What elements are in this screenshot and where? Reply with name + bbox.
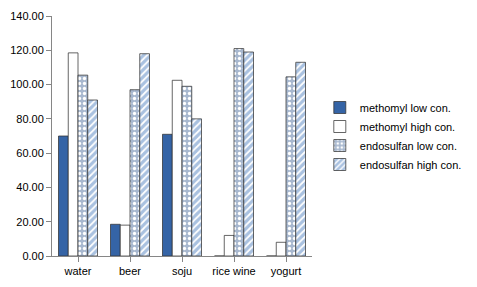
- svg-text:endosulfan high con.: endosulfan high con.: [360, 159, 462, 171]
- svg-text:120.00: 120.00: [10, 44, 44, 56]
- svg-text:rice wine: rice wine: [212, 265, 255, 277]
- svg-text:100.00: 100.00: [10, 78, 44, 90]
- svg-text:0.00: 0.00: [22, 250, 43, 262]
- svg-text:140.00: 140.00: [10, 10, 44, 22]
- svg-text:endosulfan low con.: endosulfan low con.: [360, 140, 457, 152]
- svg-text:water: water: [64, 265, 92, 277]
- svg-text:yogurt: yogurt: [271, 265, 302, 277]
- svg-text:methomyl high con.: methomyl high con.: [360, 121, 455, 133]
- svg-text:60.00: 60.00: [16, 147, 44, 159]
- svg-text:beer: beer: [119, 265, 141, 277]
- svg-text:80.00: 80.00: [16, 113, 44, 125]
- svg-text:20.00: 20.00: [16, 216, 44, 228]
- svg-text:40.00: 40.00: [16, 181, 44, 193]
- svg-text:soju: soju: [172, 265, 192, 277]
- svg-text:methomyl low con.: methomyl low con.: [360, 102, 451, 114]
